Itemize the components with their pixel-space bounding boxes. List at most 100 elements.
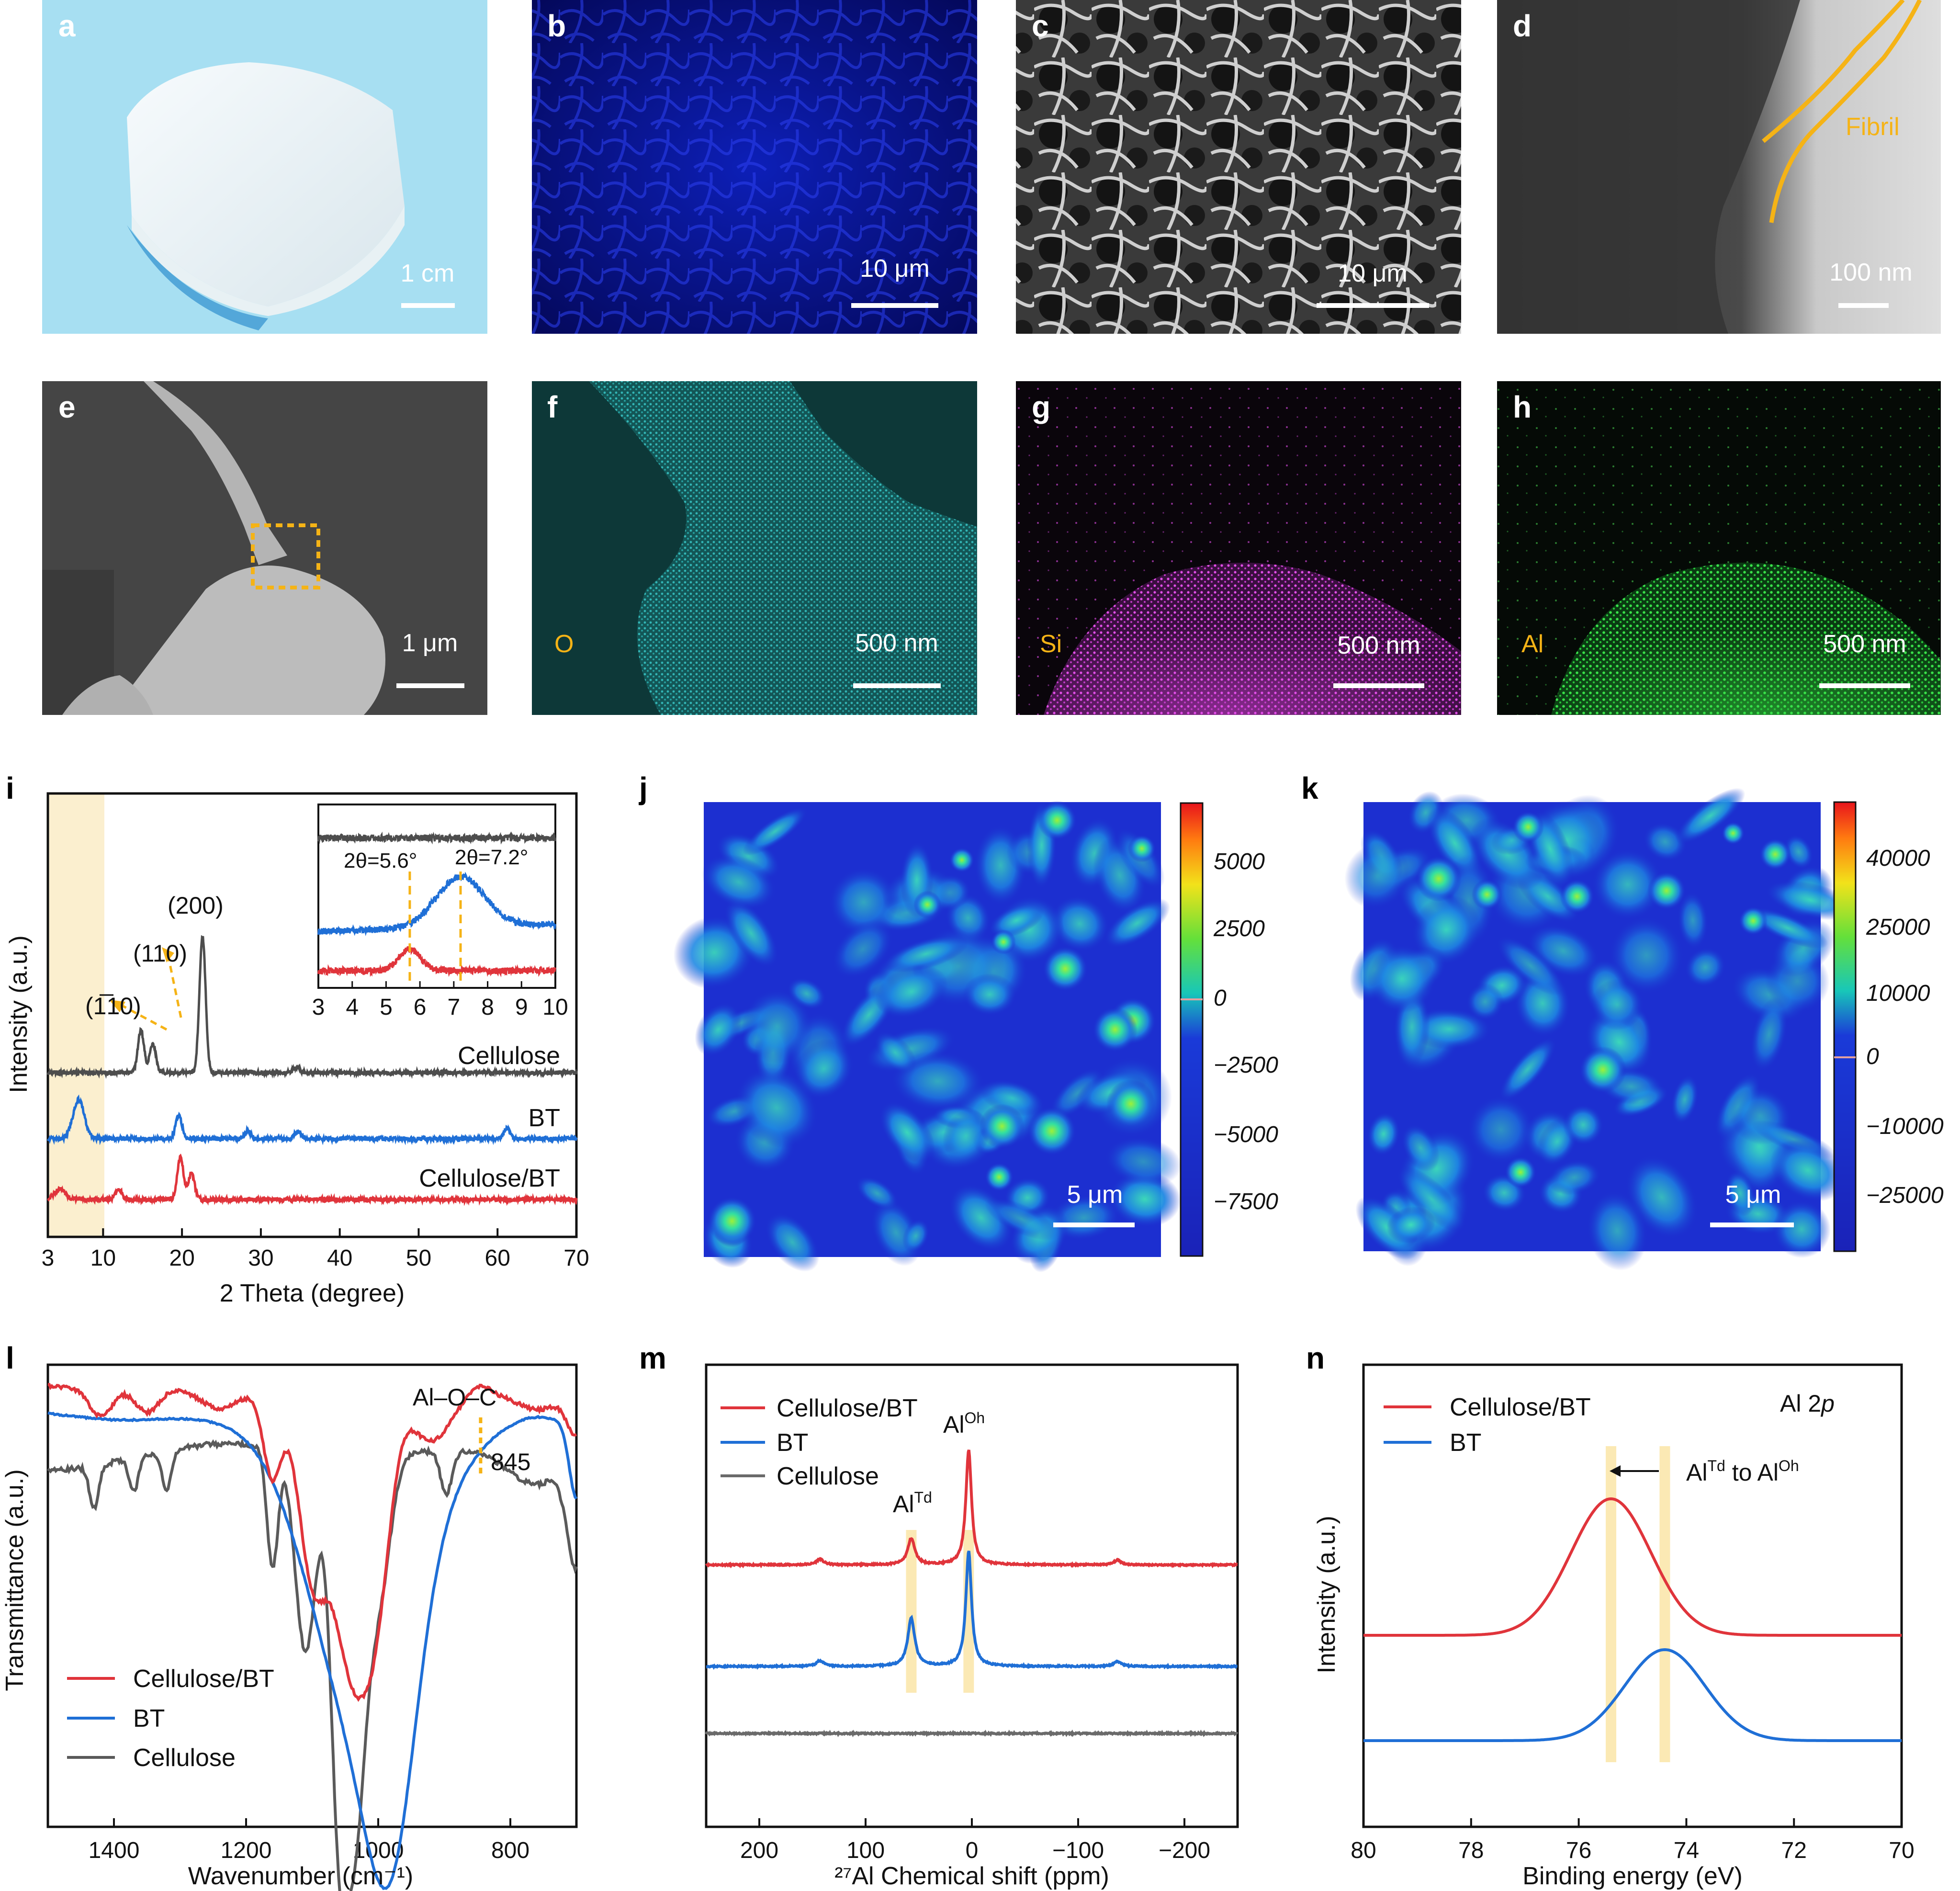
chart-i-arrowhead-1-10 [109, 1000, 125, 1012]
chart-i-frame [46, 792, 578, 1238]
chart-m-x-tick-label: −200 [1159, 1838, 1210, 1863]
chart-k-colorbar-tick-label: 25000 [1866, 915, 1930, 940]
chart-l-x-tick-label: 1000 [353, 1838, 404, 1863]
chart-n-x-tick-label: 76 [1566, 1838, 1591, 1863]
panel-a [42, 0, 487, 334]
panel-h [1497, 381, 1941, 715]
heatmap-blob [734, 1067, 819, 1148]
chart-n-band-cellulose-bt [1606, 1446, 1617, 1762]
heatmap-blob [1675, 788, 1746, 844]
chart-l-legend-cellulose-bt: Cellulose/BT [133, 1665, 274, 1693]
chart-i-x-tick-label: 60 [485, 1246, 510, 1271]
panel-d-scalebar-label: 100 nm [1829, 259, 1912, 286]
chart-l-frame [46, 1363, 578, 1828]
chart-m-series-bt [706, 1551, 1238, 1670]
heatmap-hotspot [1722, 822, 1745, 845]
heatmap-hotspot [913, 891, 941, 918]
heatmap-blob [1784, 834, 1814, 870]
chart-m-x-tick-label: 0 [966, 1838, 979, 1863]
chart-l-annotation-al-o-c: Al–O–C [413, 1384, 496, 1411]
heatmap-blob [1750, 996, 1788, 1072]
chart-l-legend-cellulose: Cellulose [133, 1744, 236, 1772]
chart-l-legend-bt: BT [133, 1705, 165, 1732]
panel-m-label: m [639, 1341, 666, 1375]
heatmap-blob [1643, 822, 1687, 861]
panel-d-fibril-label: Fibril [1846, 113, 1900, 141]
chart-m-legend-cellulose: Cellulose [777, 1462, 879, 1490]
panel-c [1016, 0, 1461, 334]
heatmap-hotspot [1106, 1079, 1155, 1128]
heatmap-blob [832, 919, 893, 979]
heatmap-blob [1397, 1166, 1466, 1232]
heatmap-blob [1401, 1124, 1440, 1172]
heatmap-blob [1772, 1200, 1831, 1258]
heatmap-hotspot [985, 1163, 1014, 1191]
chart-l-y-axis-title: Transmittance (a.u.) [1, 1469, 29, 1691]
heatmap-hotspot [1027, 1107, 1076, 1155]
panel-i-label: i [6, 771, 14, 805]
heatmap-blob [1104, 898, 1170, 949]
heatmap-blob [1765, 880, 1856, 920]
heatmap-blob [1677, 892, 1709, 949]
panel-e [42, 381, 487, 715]
heatmap-blob [1609, 917, 1684, 994]
panel-a-scalebar-label: 1 cm [401, 260, 455, 287]
chart-l-x-tick-label: 800 [491, 1838, 529, 1863]
chart-k-colorbar-tick-label: 10000 [1866, 981, 1930, 1006]
chart-i-inset-label-7p2: 2θ=7.2° [455, 846, 528, 869]
heatmap-hotspot [949, 848, 974, 872]
chart-n: 80 78 76 74 72 70 [1351, 1363, 1915, 1863]
chart-j-colorbar-tick-label: −5000 [1214, 1122, 1278, 1147]
panel-g-element-label: Si [1040, 630, 1062, 658]
panel-h-scalebar-label: 500 nm [1823, 630, 1906, 658]
panel-a-label: a [58, 9, 76, 43]
heatmap-blob [942, 1109, 990, 1163]
chart-i-annotation-200: (200) [168, 892, 224, 919]
chart-n-frame [1362, 1363, 1903, 1828]
heatmap-blob [1547, 1159, 1601, 1196]
chart-i: 3 10 20 30 40 50 60 70 3 4 5 6 7 8 9 10 [42, 792, 589, 1271]
heatmap-hotspot [1647, 872, 1686, 910]
heatmap-blob [1050, 1067, 1104, 1119]
chart-k-colorbar-tick-label: 40000 [1866, 846, 1930, 871]
chart-i-inset-x-tick-label: 7 [448, 995, 461, 1020]
chart-n-x-tick-label: 80 [1351, 1838, 1376, 1863]
chart-n-series-bt [1363, 1648, 1902, 1742]
chart-i-inset-series-cellulose [317, 831, 556, 845]
heatmap-hotspot [1579, 1046, 1626, 1093]
chart-k-heatmap [1344, 788, 1856, 1271]
chart-n-x-axis-title: Binding energy (eV) [1522, 1862, 1743, 1890]
heatmap-blob [1587, 1190, 1648, 1271]
chart-i-annotation-1-10-part-b: ̅1 [106, 993, 120, 1019]
heatmap-hotspot [991, 929, 1016, 954]
chart-n-legend-bt: BT [1450, 1429, 1481, 1457]
heatmap-blob [879, 1101, 935, 1164]
chart-n-title: Al 2p [1780, 1390, 1835, 1417]
chart-j-heatmap [673, 801, 1182, 1273]
panel-c-scalebar-label: 10 μm [1338, 260, 1408, 287]
heatmap-blob [1591, 978, 1644, 1031]
heatmap-blob [883, 935, 969, 973]
chart-m-label-al-td-sup: Td [914, 1489, 932, 1506]
chart-i-label-cellulose: Cellulose [458, 1042, 560, 1070]
chart-i-inset-series-cellulose-bt [317, 946, 556, 977]
chart-l-series-cellulose-bt [47, 1383, 577, 1702]
chart-j-colorbar-tick-label: −2500 [1214, 1053, 1278, 1078]
chart-i-inset-x-tick-label: 5 [380, 995, 393, 1020]
chart-n-x-tick-label: 72 [1781, 1838, 1807, 1863]
heatmap-hotspot [708, 1197, 756, 1246]
chart-i-x-tick-label: 40 [327, 1246, 352, 1271]
chart-n-shift-to: to Al [1725, 1459, 1779, 1486]
chart-i-inset-x-tick-label: 6 [414, 995, 427, 1020]
chart-m-label-al-oh-base: Al [943, 1411, 964, 1438]
panel-h-label: h [1513, 390, 1532, 424]
heatmap-blob [1496, 936, 1565, 996]
heatmap-blob [1104, 1136, 1182, 1187]
chart-i-label-cellulose-bt: Cellulose/BT [419, 1165, 560, 1192]
heatmap-blob [989, 903, 1044, 938]
chart-m-label-al-td-base: Al [893, 1491, 914, 1517]
heatmap-blob [874, 1031, 917, 1074]
heatmap-blob [1685, 947, 1726, 987]
heatmap-blob [695, 1002, 742, 1057]
heatmap-hotspot [1043, 946, 1088, 991]
